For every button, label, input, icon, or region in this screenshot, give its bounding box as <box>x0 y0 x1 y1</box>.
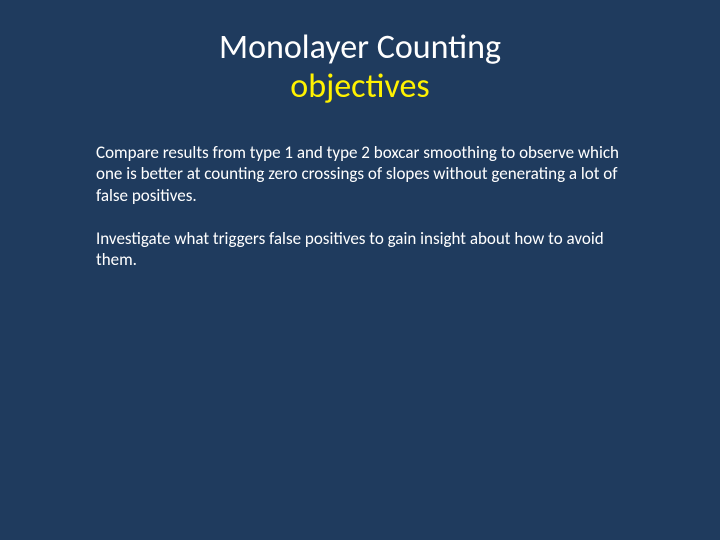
slide-container: Monolayer Counting objectives Compare re… <box>0 0 720 540</box>
title-block: Monolayer Counting objectives <box>60 28 660 106</box>
title-line-2: objectives <box>60 67 660 106</box>
paragraph-2: Investigate what triggers false positive… <box>96 228 640 271</box>
paragraph-1: Compare results from type 1 and type 2 b… <box>96 142 640 206</box>
title-line-1: Monolayer Counting <box>60 28 660 67</box>
body-text: Compare results from type 1 and type 2 b… <box>60 142 660 270</box>
